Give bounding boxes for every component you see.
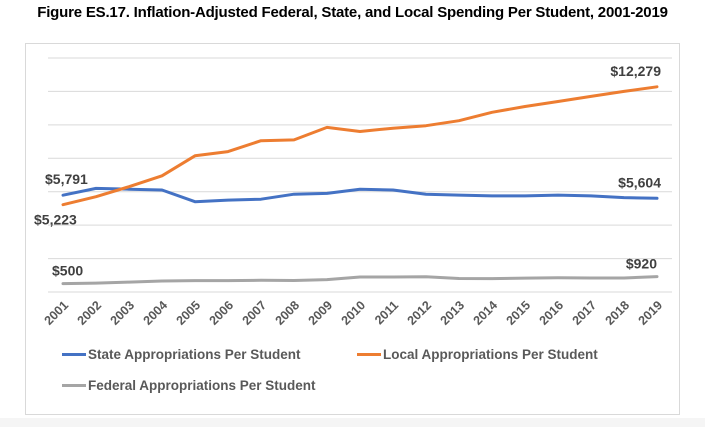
x-tick-label: 2003 [108,298,138,328]
legend-item: State Appropriations Per Student [62,347,301,362]
x-tick-label: 2013 [438,298,468,328]
legend-label: State Appropriations Per Student [88,347,301,362]
x-tick-label: 2014 [471,298,501,328]
series-line-2 [61,85,659,207]
x-tick-label: 2009 [306,298,336,328]
chart-title: Figure ES.17. Inflation-Adjusted Federal… [37,4,668,21]
x-tick-label: 2010 [339,298,369,328]
legend-label: Local Appropriations Per Student [383,347,598,362]
x-tick-label: 2008 [273,298,303,328]
x-tick-label: 2006 [207,298,237,328]
x-tick-label: 2002 [75,298,105,328]
series-line-1 [61,186,659,204]
x-tick-label: 2012 [405,298,435,328]
data-label: $500 [52,263,83,279]
x-tick-label: 2015 [504,298,534,328]
legend-swatch [62,384,86,387]
data-label: $5,223 [34,212,77,228]
series-line-3 [61,275,659,286]
x-tick-label: 2011 [372,298,401,327]
chart-frame [25,43,680,415]
x-tick-label: 2004 [141,298,171,328]
legend-item: Local Appropriations Per Student [357,347,598,362]
x-tick-label: 2019 [636,298,666,328]
legend-item: Federal Appropriations Per Student [62,378,316,393]
data-label: $920 [626,256,657,272]
data-label: $5,791 [45,171,88,187]
x-tick-label: 2007 [240,298,270,328]
legend-swatch [62,353,86,356]
x-tick-label: 2001 [42,298,72,328]
data-label: $5,604 [618,174,661,190]
legend-swatch [357,353,381,356]
legend-label: Federal Appropriations Per Student [88,378,316,393]
x-tick-label: 2018 [603,298,633,328]
x-tick-label: 2005 [174,298,204,328]
data-label: $12,279 [610,63,661,79]
x-tick-label: 2017 [570,298,600,328]
x-tick-label: 2016 [537,298,567,328]
